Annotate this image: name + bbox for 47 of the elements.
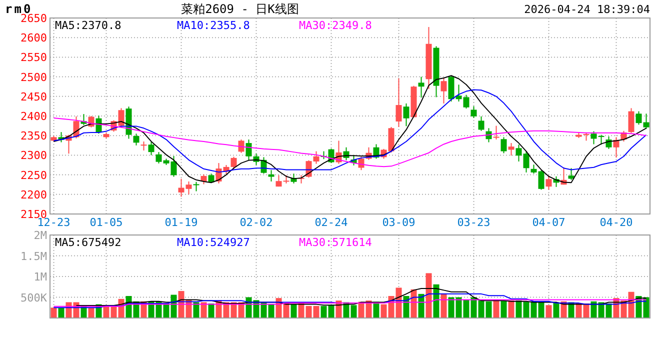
x-tick-label: 02-02 [240,216,273,229]
y-tick-label: 1.5M [20,250,48,263]
line-series [53,299,647,307]
x-tick-label: 04-20 [600,216,633,229]
y-tick-label: 2550 [20,51,47,64]
line-series [53,117,647,168]
bar [193,302,200,318]
y-tick-label: 1M [34,270,48,284]
bar [88,308,94,318]
text: MA10:524927 [177,236,250,249]
x-tick-label: 02-24 [314,216,348,229]
bar [290,304,297,318]
bar [58,308,64,318]
x-tick-label: 04-07 [532,216,566,229]
bar [493,300,500,318]
y-tick-label: 2600 [20,32,47,45]
bar [426,273,432,318]
y-tick-label: 2400 [20,110,47,123]
y-tick-label: 2500 [20,70,47,84]
line-series [76,288,647,306]
y-tick-label: 2M [34,229,48,242]
text: MA10:2355.8 [177,19,250,32]
bar [500,300,507,318]
text: MA30:2349.8 [299,19,372,32]
bar [200,302,207,318]
text: MA5:675492 [55,236,122,249]
y-tick-label: 2350 [20,130,47,143]
text: 2026-04-24 18:39:04 [524,3,650,16]
y-tick-label: 2200 [20,188,47,202]
bar [553,302,560,318]
bar [546,305,552,318]
bar [50,308,57,318]
y-tick-label: 500K [20,291,48,304]
chart-title: 菜粕2609 - 日K线图 [181,2,299,16]
x-tick-label: 03-09 [382,216,416,229]
x-tick-label: 01-19 [164,216,198,229]
y-tick-label: 2450 [20,90,47,104]
y-tick-label: 2300 [20,149,47,162]
y-tick-label: 2650 [20,12,47,25]
text: MA5:2370.8 [55,19,122,32]
bar [508,300,514,318]
bar [440,294,447,318]
y-tick-label: 2250 [20,168,47,182]
x-tick-label: 03-23 [457,216,490,229]
x-tick-label: 01-05 [90,216,123,229]
text: MA30:571614 [299,236,372,249]
line-series [53,293,647,308]
